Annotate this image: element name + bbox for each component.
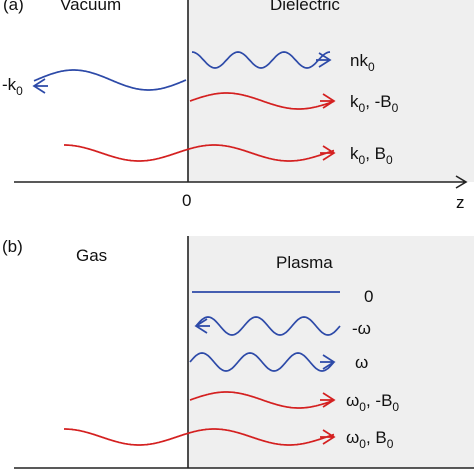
wave-k0-b0 bbox=[64, 144, 336, 162]
z-axis-label: z bbox=[456, 193, 465, 212]
plasma-region bbox=[188, 236, 474, 468]
panel-a: (a) Vacuum Dielectric 0 z nk0 -k0 k0, -B… bbox=[2, 0, 474, 212]
panel-a-tag: (a) bbox=[3, 0, 24, 14]
panel-b-tag: (b) bbox=[2, 237, 23, 256]
wave-omega bbox=[189, 352, 336, 372]
wave-omega0-b0 bbox=[64, 428, 336, 446]
origin-label: 0 bbox=[182, 191, 191, 210]
wave-minus-omega bbox=[194, 316, 341, 336]
wave-k0-b0-label: k0, B0 bbox=[350, 144, 393, 167]
wave-k0-minus-b0 bbox=[189, 92, 336, 110]
wave-omega0-b0-label: ω0, B0 bbox=[346, 428, 394, 451]
wave-zero-frequency-label: 0 bbox=[364, 287, 373, 306]
wave-k0-minus-b0-label: k0, -B0 bbox=[350, 92, 399, 115]
wave-reflected-label: -k0 bbox=[2, 75, 23, 98]
wave-transmitted-label: nk0 bbox=[350, 51, 375, 74]
vacuum-label: Vacuum bbox=[60, 0, 121, 14]
wave-omega0-minus-b0-label: ω0, -B0 bbox=[346, 391, 399, 414]
wave-reflected bbox=[32, 69, 187, 94]
wave-omega0-minus-b0 bbox=[189, 391, 336, 409]
wave-minus-omega-label: -ω bbox=[352, 319, 371, 338]
dielectric-label: Dielectric bbox=[270, 0, 340, 14]
wave-transmitted bbox=[191, 51, 332, 69]
panel-b: (b) Gas Plasma 0 -ω ω ω0, -B0 ω0, B0 bbox=[2, 236, 474, 469]
gas-label: Gas bbox=[76, 246, 107, 265]
wave-omega-label: ω bbox=[355, 353, 368, 372]
z-axis-a bbox=[14, 175, 468, 189]
plasma-label: Plasma bbox=[276, 253, 333, 272]
